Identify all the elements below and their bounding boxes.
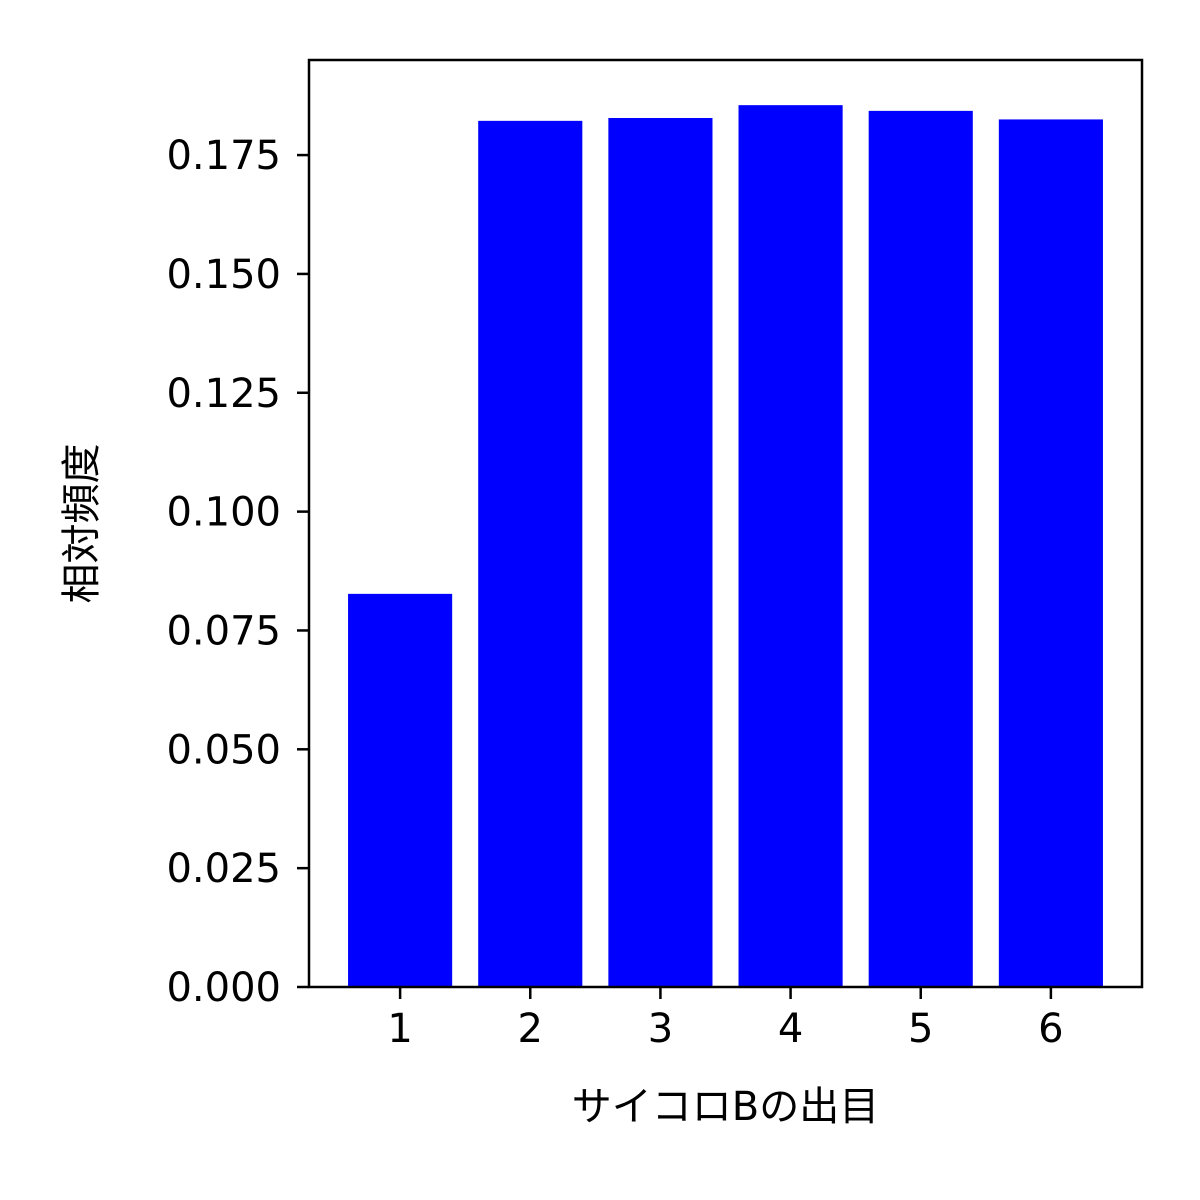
y-tick-label: 0.150: [166, 252, 281, 298]
y-axis-ticks: 0.000 0.025 0.050 0.075 0.100 0.125 0.150 0.175: [166, 133, 309, 1011]
plot-frame: [307, 58, 1144, 989]
y-tick-label: 0.125: [166, 371, 281, 417]
y-tick-label: 0.025: [166, 846, 281, 892]
x-tick-label: 4: [778, 1006, 803, 1052]
bar-5: [868, 110, 973, 988]
y-tick-label: 0.050: [166, 727, 281, 773]
x-axis-ticks: 1 2 3 4 5 6: [387, 987, 1064, 1052]
bars: [348, 105, 1103, 988]
x-tick-label: 5: [908, 1006, 933, 1052]
bar-1: [348, 593, 453, 987]
y-tick-label: 0.075: [166, 608, 281, 654]
x-axis-title: サイコロBの出目: [572, 1084, 879, 1130]
y-tick-label: 0.100: [166, 490, 281, 536]
y-tick-label: 0.000: [166, 965, 281, 1011]
x-tick-label: 6: [1038, 1006, 1063, 1052]
bar-4: [738, 105, 843, 987]
y-axis-title: 相対頻度: [59, 444, 105, 604]
x-tick-label: 2: [518, 1006, 543, 1052]
y-tick-label: 0.175: [166, 133, 281, 179]
bar-6: [998, 119, 1103, 987]
x-tick-label: 3: [648, 1006, 673, 1052]
x-tick-label: 1: [387, 1006, 412, 1052]
bar-3: [608, 117, 713, 987]
bar-2: [478, 120, 583, 987]
